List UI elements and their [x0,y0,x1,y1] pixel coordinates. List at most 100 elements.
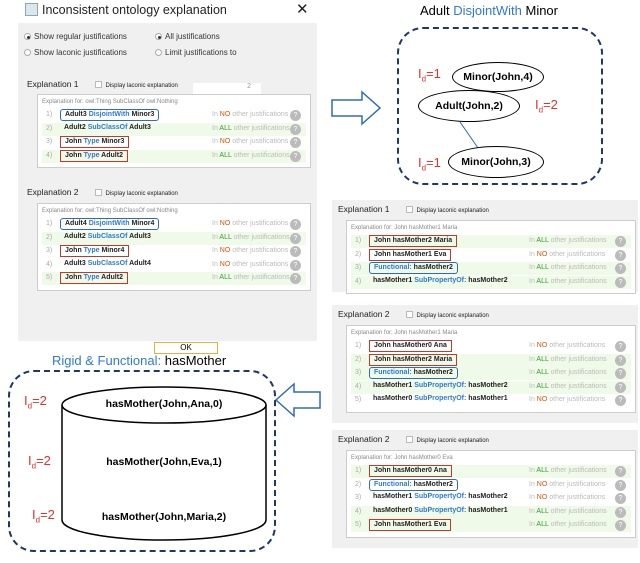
laconic-checkbox[interactable] [94,189,102,196]
help-icon[interactable]: ? [290,150,301,162]
laconic-checkbox[interactable] [405,311,413,318]
axiom-keyword: Type [83,151,100,159]
status-value: ALL [536,355,549,363]
help-icon[interactable]: ? [290,273,301,284]
justification-status: In NO other justifications [212,260,289,268]
close-icon[interactable]: ✕ [296,1,309,18]
explanation-for: Explanation for: John hasMother0 Eva [351,455,453,461]
laconic-label: Display laconic explanation [105,83,178,89]
help-icon[interactable]: ? [290,110,301,121]
axiom[interactable]: John hasMother2 Maria [369,353,458,366]
help-icon[interactable]: ? [290,246,301,257]
axiom[interactable]: hasMother0 SubPropertyOf: hasMother1 [369,394,512,406]
axiom-text: John [65,247,84,254]
id-label: Id=2 [535,97,558,115]
help-icon[interactable]: ? [615,368,626,379]
justification-status: In NO other justifications [529,342,606,349]
help-icon[interactable]: ? [290,219,301,230]
help-icon[interactable]: ? [615,520,626,531]
status-value: ALL [219,124,232,132]
help-icon[interactable]: ? [290,232,301,244]
help-icon[interactable]: ? [615,506,626,518]
inconsistent-ontology-dialog: Inconsistent ontology explanation ✕ Show… [0,0,320,354]
status-value: ALL [536,467,549,474]
axiom[interactable]: John Type Minor4 [60,245,130,257]
justification-row: 1) John hasMother2 Maria In ALL other just… [351,235,631,248]
explanation-label: Explanation 1 [338,204,390,214]
axiom[interactable]: hasMother1 SubPropertyOf: hasMother2 [369,276,512,288]
axiom[interactable]: Adult2 SubClassOf Adult3 [60,232,155,244]
help-icon[interactable]: ? [615,341,626,352]
axiom[interactable]: Adult4 DisjointWith Minor4 [60,218,160,230]
status-value: NO [536,480,548,488]
axiom[interactable]: John hasMother2 Maria [369,235,458,247]
help-icon[interactable]: ? [615,395,626,406]
laconic-checkbox[interactable] [94,81,102,88]
justification-status: In ALL other justifications [212,124,290,132]
axiom-text: Adult3 [64,259,88,267]
status-value: ALL [536,382,549,390]
status-value: ALL [536,277,549,285]
laconic-checkbox[interactable] [405,436,413,443]
help-icon[interactable]: ? [615,466,626,477]
help-icon[interactable]: ? [290,137,301,148]
axiom[interactable]: Adult3 DisjointWith Minor3 [60,109,160,121]
row-number: 3) [355,494,362,501]
explanation-header: Explanation 2 Display laconic explanation [338,434,489,444]
row-number: 2) [355,250,362,258]
node-hasmother-maria: hasMother(John,Maria,2) [101,511,227,523]
axiom[interactable]: hasMother0 SubPropertyOf: hasMother1 [369,506,512,518]
status-value: NO [536,494,548,501]
radio-laconic[interactable]: Show laconic justifications [24,48,127,57]
laconic-label: Display laconic explanation [416,438,489,444]
row-number: 4) [46,151,53,159]
help-icon[interactable]: ? [615,493,626,504]
explanation-header: Explanation 1 Display laconic explanation [27,79,178,89]
axiom-text: hasMother0 [373,395,415,402]
justification-row: 5) John hasMother1 Eva In ALL other justif… [351,519,631,532]
axiom[interactable]: John hasMother0 Ana [369,465,452,477]
help-icon[interactable]: ? [615,276,626,288]
axiom-text: John hasMother0 Ana [374,467,447,474]
axiom-keyword: SubPropertyOf: [414,276,467,284]
help-icon[interactable]: ? [615,236,626,247]
justification-row: 3) John Type Minor4 In NO other justificat… [42,245,306,258]
axiom[interactable]: hasMother1 SubPropertyOf: hasMother2 [369,492,512,504]
axiom[interactable]: Adult3 SubClassOf Adult4 [60,259,155,271]
laconic-checkbox[interactable] [405,206,413,213]
justification-status: In ALL other justifications [529,277,607,285]
node-hasmother-ana: hasMother(John,Ana,0) [105,398,223,410]
axiom[interactable]: John hasMother1 Eva [369,248,452,261]
help-icon[interactable]: ? [290,259,301,271]
axiom[interactable]: Functional: hasMother2 [369,262,458,274]
dialog-body: Show regular justifications Show laconic… [18,23,317,354]
axiom[interactable]: Functional: hasMother2 [369,367,458,379]
axiom[interactable]: John hasMother0 Ana [369,340,452,352]
node-hasmother-eva: hasMother(John,Eva,1) [106,456,222,468]
help-icon[interactable]: ? [615,479,626,491]
explanation-for: Explanation for: John hasMother1 Maria [351,225,458,231]
axiom[interactable]: John Type Adult2 [60,149,128,162]
justification-row: 2) John hasMother2 Maria In ALL other just… [351,353,631,367]
radio-regular[interactable]: Show regular justifications [24,32,127,41]
axiom-text: Adult3 [127,232,151,240]
axiom-text: Adult3 [127,123,151,131]
radio-all[interactable]: All justifications [155,32,220,41]
help-icon[interactable]: ? [615,381,626,393]
axiom[interactable]: John hasMother1 Eva [369,519,452,531]
axiom[interactable]: John Type Minor3 [60,136,130,148]
help-icon[interactable]: ? [290,123,301,135]
ok-button[interactable]: OK [154,342,218,354]
help-icon[interactable]: ? [615,354,626,366]
axiom[interactable]: Adult2 SubClassOf Adult3 [60,123,155,135]
id-label: Id=2 [32,507,55,525]
help-icon[interactable]: ? [615,249,626,261]
help-icon[interactable]: ? [615,263,626,274]
status-value: NO [536,396,548,403]
axiom[interactable]: hasMother1 SubPropertyOf: hasMother2 [369,381,512,393]
justification-status: In NO other justifications [529,480,606,488]
axiom[interactable]: Functional: hasMother2 [369,478,458,491]
radio-limit[interactable]: Limit justifications to [155,48,237,57]
limit-spinner[interactable]: 2 [193,83,261,94]
axiom[interactable]: John Type Adult2 [60,272,128,284]
